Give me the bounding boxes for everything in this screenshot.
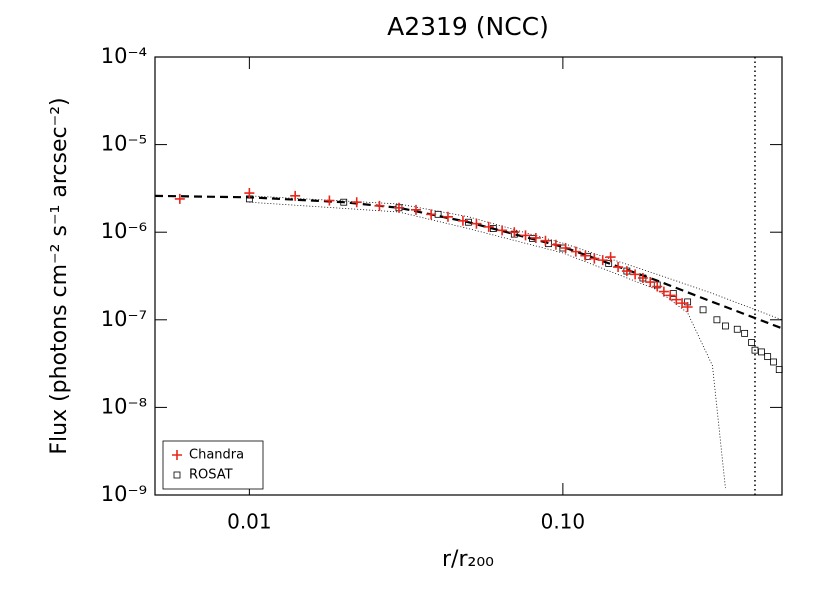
y-tick-label: 10⁻⁷ xyxy=(101,307,147,331)
data-point xyxy=(497,225,508,236)
data-point xyxy=(471,218,482,229)
data-point xyxy=(658,286,669,297)
data-point xyxy=(374,200,385,211)
legend-marker xyxy=(172,450,182,460)
data-point xyxy=(465,218,472,226)
data-point xyxy=(621,266,632,277)
x-axis-label: r/r₂₀₀ xyxy=(442,547,494,572)
data-point xyxy=(580,250,591,261)
data-point xyxy=(682,301,693,312)
data-point xyxy=(393,202,404,213)
data-point xyxy=(351,197,362,208)
data-point xyxy=(770,358,777,366)
data-point xyxy=(589,253,600,264)
data-point xyxy=(630,269,641,280)
data-point xyxy=(748,339,756,346)
y-tick-label: 10⁻⁸ xyxy=(101,394,147,418)
y-tick-label: 10⁻⁶ xyxy=(101,219,147,243)
data-point xyxy=(442,211,453,222)
data-point xyxy=(764,353,772,361)
data-point xyxy=(733,325,741,333)
data-point xyxy=(426,209,437,220)
legend-label: ROSAT xyxy=(189,468,233,483)
data-point xyxy=(540,235,551,246)
data-point xyxy=(530,232,541,243)
chart-title: A2319 (NCC) xyxy=(387,12,549,41)
y-axis-label: Flux (photons cm⁻² s⁻¹ arcsec⁻²) xyxy=(47,97,72,454)
data-point xyxy=(605,252,616,263)
y-tick-label: 10⁻⁹ xyxy=(101,482,147,506)
data-point xyxy=(560,243,571,254)
data-point xyxy=(741,329,749,337)
data-point xyxy=(290,190,301,201)
data-point xyxy=(775,366,783,374)
data-point xyxy=(340,198,348,206)
data-point xyxy=(174,193,185,204)
model-line xyxy=(249,201,726,489)
data-point xyxy=(652,281,663,292)
y-tick-label: 10⁻⁵ xyxy=(101,132,147,156)
x-tick-label: 0.01 xyxy=(227,510,272,534)
data-point xyxy=(637,273,648,284)
data-point xyxy=(489,225,497,232)
data-point xyxy=(671,294,682,305)
data-point xyxy=(751,346,759,354)
model-line xyxy=(249,195,783,321)
data-point xyxy=(483,221,494,232)
plot-frame xyxy=(154,56,783,496)
legend-box xyxy=(162,440,264,490)
data-point xyxy=(758,348,765,356)
legend-marker xyxy=(173,471,181,479)
data-point xyxy=(457,215,468,226)
x-tick-label: 0.10 xyxy=(541,510,586,534)
data-point xyxy=(244,188,255,199)
y-tick-label: 10⁻⁴ xyxy=(101,44,147,68)
data-point xyxy=(713,316,721,324)
model-line xyxy=(154,194,783,330)
data-point xyxy=(550,239,561,250)
data-point xyxy=(677,298,688,309)
data-point xyxy=(520,230,531,241)
data-point xyxy=(509,227,520,238)
data-point xyxy=(613,262,624,273)
legend-label: Chandra xyxy=(189,448,244,463)
data-point xyxy=(722,322,729,330)
data-point xyxy=(605,260,613,267)
data-point xyxy=(570,246,581,257)
data-point xyxy=(324,195,335,206)
data-point xyxy=(665,290,676,301)
data-point xyxy=(645,277,656,288)
data-point xyxy=(410,204,421,215)
data-point xyxy=(597,255,608,266)
data-point xyxy=(699,306,707,314)
